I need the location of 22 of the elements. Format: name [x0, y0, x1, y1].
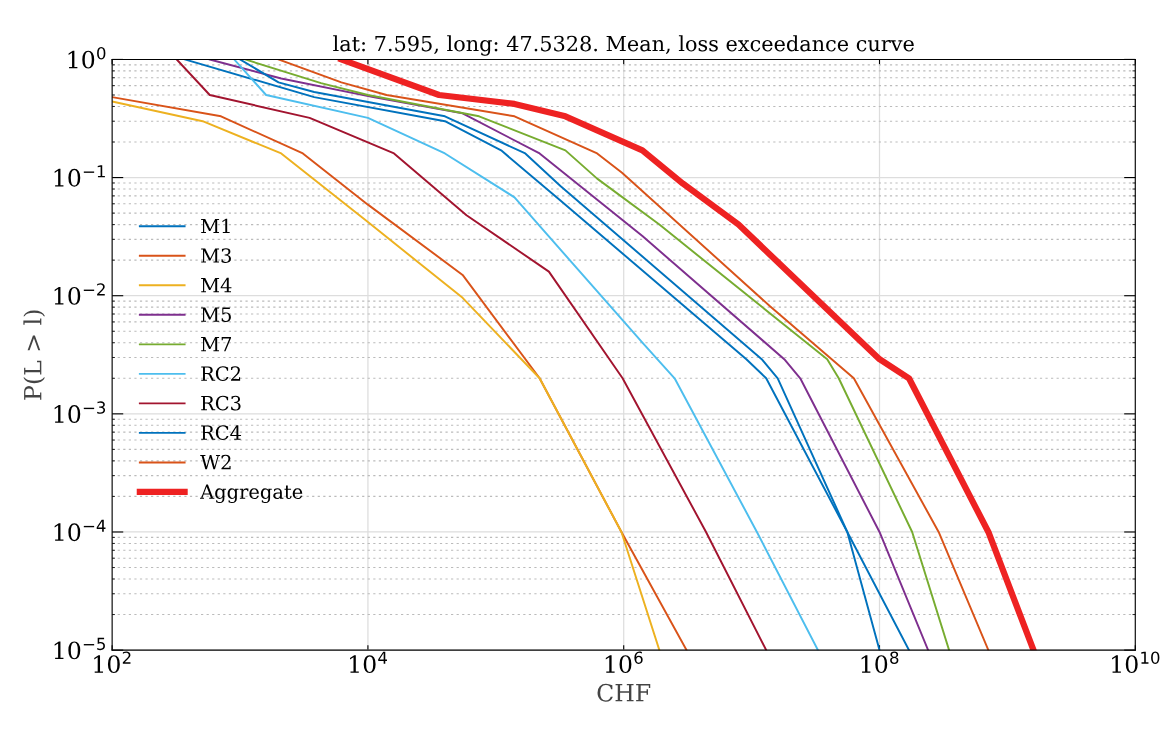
- legend-label: RC4: [201, 425, 242, 440]
- legend-label: Aggregate: [200, 484, 303, 504]
- y-tick-label: 10$^{0}$: [68, 46, 106, 69]
- legend-label: M4: [201, 277, 232, 293]
- legend-label: M3: [201, 248, 231, 263]
- y-tick-label: 10$^{−4}$: [54, 519, 106, 542]
- y-axis-title: P(L > l): [23, 310, 45, 400]
- x-tick-label: 10$^{6}$: [605, 651, 643, 674]
- legend-label: M5: [201, 307, 231, 322]
- y-tick-label: 10$^{−2}$: [54, 283, 105, 305]
- legend-label: W2: [200, 454, 231, 470]
- x-tick-label: 10$^{4}$: [350, 651, 387, 674]
- chart-title: lat: 7.595, long: 47.5328. Mean, loss exceedance curve: [333, 35, 914, 56]
- legend-label: M1: [201, 218, 230, 234]
- x-axis-title: CHF: [597, 683, 651, 702]
- x-tick-label: 10$^{8}$: [861, 651, 899, 674]
- x-tick-label: 10$^{10}$: [1112, 651, 1160, 674]
- y-tick-label: 10$^{−1}$: [54, 165, 105, 187]
- y-tick-label: 10$^{−3}$: [54, 401, 106, 423]
- legend-label: RC3: [201, 395, 241, 411]
- legend-label: RC2: [201, 366, 241, 381]
- legend-label: M7: [201, 336, 232, 352]
